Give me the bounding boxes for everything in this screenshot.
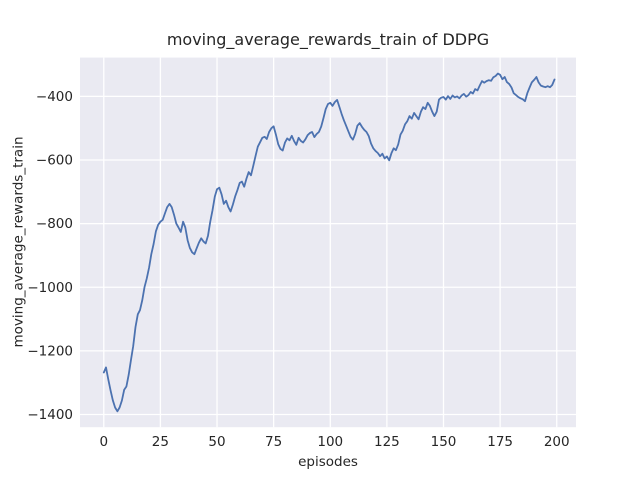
x-tick-label: 175	[487, 434, 513, 450]
x-tick-label: 25	[152, 434, 169, 450]
x-tick-label: 150	[431, 434, 457, 450]
y-tick-label: −1400	[27, 407, 73, 423]
x-axis-label: episodes	[298, 454, 358, 470]
plot-area	[80, 57, 576, 428]
x-tick-label: 100	[317, 434, 343, 450]
y-tick-label: −600	[36, 153, 73, 169]
reward-line	[102, 72, 556, 413]
x-tick-label: 75	[265, 434, 282, 450]
y-tick-label: −1200	[27, 343, 73, 359]
y-tick-label: −400	[36, 89, 73, 105]
x-tick-label: 50	[208, 434, 225, 450]
y-tick-label: −1000	[27, 280, 73, 296]
chart-title: moving_average_rewards_train of DDPG	[166, 30, 490, 49]
y-axis-label: moving_average_rewards_train	[10, 136, 27, 348]
x-tick-label: 200	[544, 434, 570, 450]
x-tick-label: 125	[374, 434, 400, 450]
y-tick-label: −800	[36, 216, 73, 232]
x-tick-label: 0	[99, 434, 108, 450]
